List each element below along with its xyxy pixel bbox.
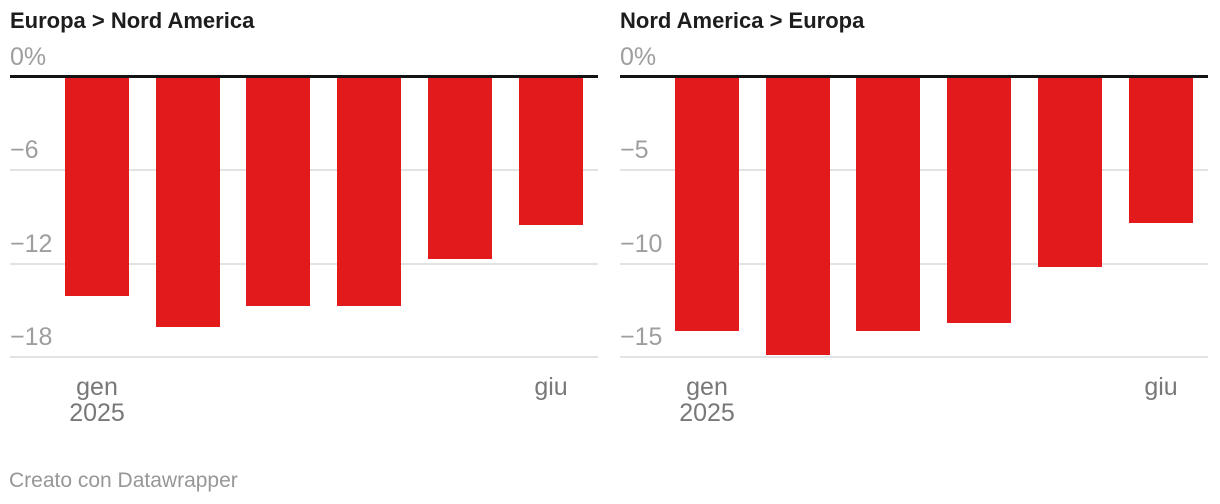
bar-giu-2025 bbox=[519, 78, 583, 225]
plot-area: 0% −5 −10 −15 gen 2025 giu bbox=[610, 0, 1220, 455]
y-tick-label: −12 bbox=[10, 229, 53, 258]
bar-mar-2025 bbox=[246, 78, 310, 306]
bar-mar-2025 bbox=[856, 78, 920, 331]
bar-mag-2025 bbox=[428, 78, 492, 259]
y-tick-label: 0% bbox=[620, 43, 657, 71]
chart-title: Nord America > Europa bbox=[620, 8, 865, 33]
bar-gen-2025 bbox=[65, 78, 129, 296]
y-tick-label: −6 bbox=[10, 136, 39, 165]
y-tick-label: −18 bbox=[10, 323, 53, 351]
y-tick-label: −10 bbox=[620, 229, 663, 258]
bar-feb-2025 bbox=[156, 78, 220, 327]
bar-mag-2025 bbox=[1038, 78, 1102, 267]
zero-axis-line bbox=[10, 75, 598, 78]
y-tick-label: −5 bbox=[620, 136, 649, 165]
chart-nord-america-to-europa: Nord America > Europa 0% −5 −10 −15 gen 2025 g… bbox=[610, 0, 1220, 455]
x-tick-label: giu bbox=[1144, 373, 1178, 401]
y-tick-label: −15 bbox=[620, 323, 663, 351]
plot-area: 0% −6 −12 −18 gen 2025 giu bbox=[0, 0, 610, 455]
x-tick-label: gen bbox=[76, 373, 118, 401]
chart-europa-to-nord-america: Europa > Nord America 0% −6 −12 −18 gen 2025 g… bbox=[0, 0, 610, 455]
footer: Creato con Datawrapper bbox=[9, 468, 238, 493]
x-tick-label: giu bbox=[534, 373, 568, 401]
gridline bbox=[620, 356, 1208, 358]
y-tick-label: 0% bbox=[10, 43, 47, 71]
bar-gen-2025 bbox=[675, 78, 739, 331]
bar-feb-2025 bbox=[766, 78, 830, 355]
gridline bbox=[10, 356, 598, 358]
x-tick-label: 2025 bbox=[69, 399, 125, 427]
x-tick-label: gen bbox=[686, 373, 728, 401]
chart-title: Europa > Nord America bbox=[10, 8, 255, 33]
zero-axis-line bbox=[620, 75, 1208, 78]
datawrapper-credit-link[interactable]: Creato con Datawrapper bbox=[9, 469, 238, 492]
bar-apr-2025 bbox=[337, 78, 401, 306]
bar-giu-2025 bbox=[1129, 78, 1193, 223]
x-tick-label: 2025 bbox=[679, 399, 735, 427]
bar-apr-2025 bbox=[947, 78, 1011, 323]
